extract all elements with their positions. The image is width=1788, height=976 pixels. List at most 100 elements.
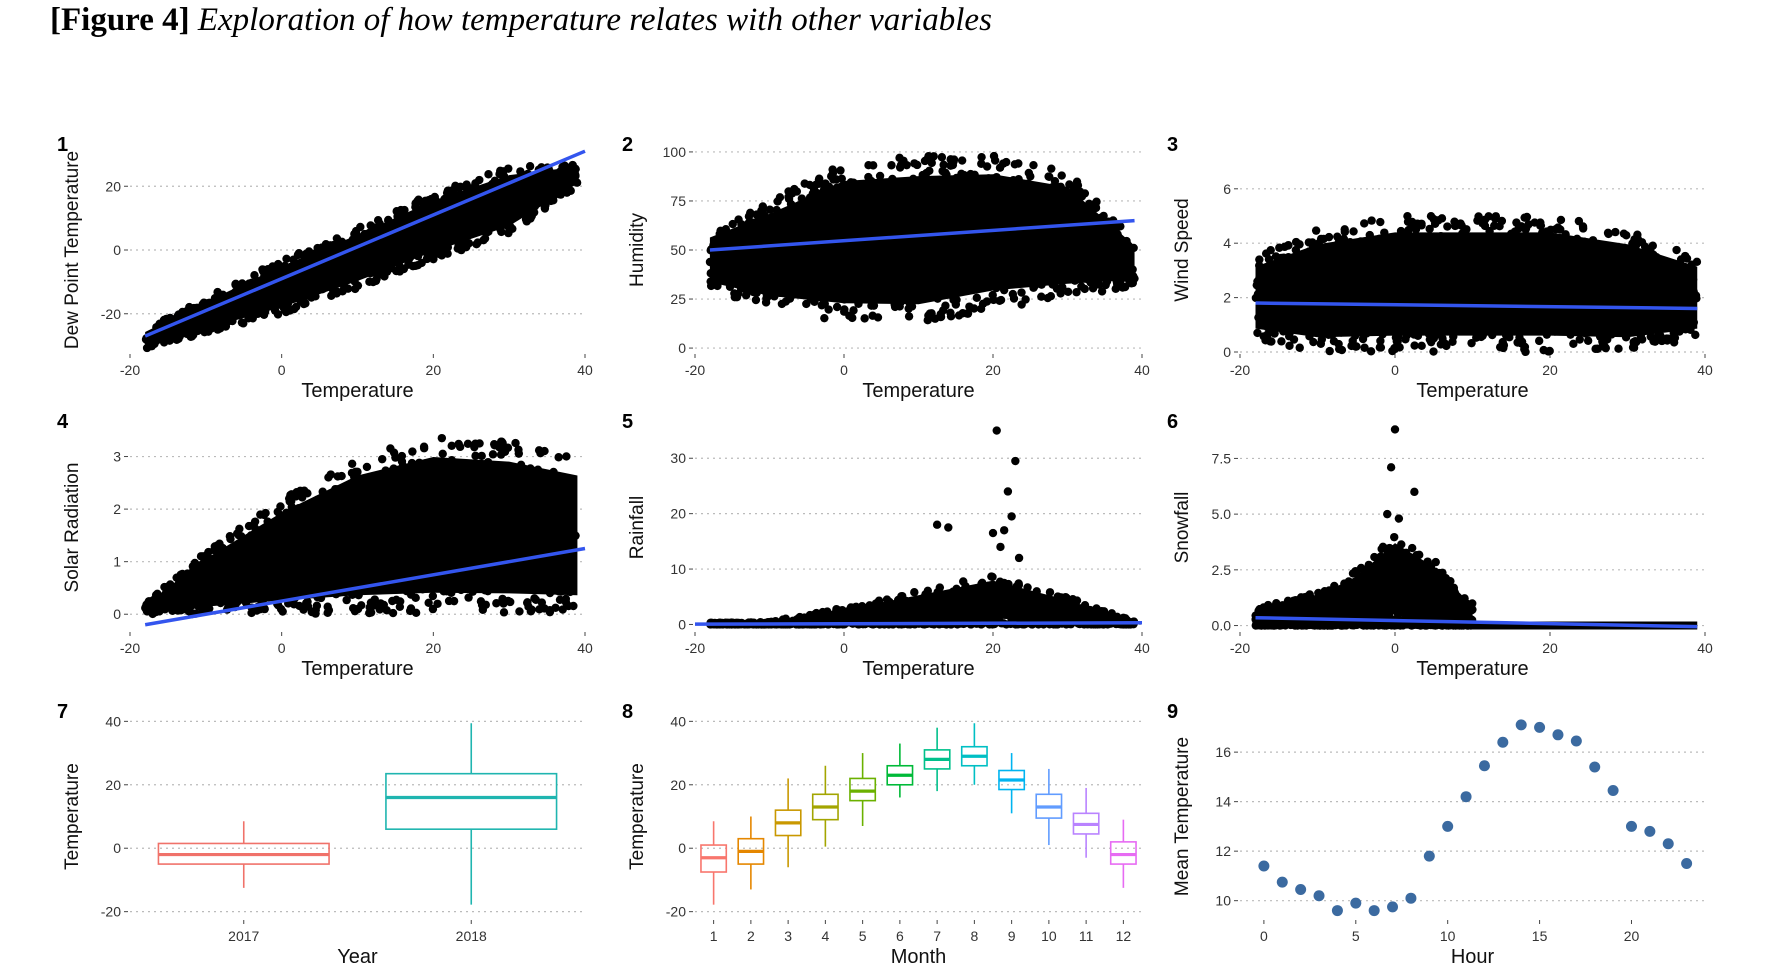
data-point [1289, 335, 1299, 344]
data-point [1057, 171, 1066, 180]
data-point [455, 183, 464, 193]
data-point [1410, 341, 1419, 350]
data-point [421, 196, 430, 206]
y-tick-label: -20 [101, 306, 121, 322]
y-tick-label: 20 [670, 506, 686, 522]
data-point [419, 444, 429, 453]
data-point [728, 219, 737, 229]
data-point [388, 608, 398, 618]
data-point [751, 295, 761, 305]
data-point [1556, 225, 1565, 234]
data-point [1063, 287, 1073, 296]
x-tick-label: -20 [120, 362, 140, 378]
data-point [304, 247, 314, 256]
data-point [273, 259, 283, 269]
data-point [1556, 215, 1566, 225]
data-point [1285, 341, 1294, 350]
data-point [946, 308, 955, 317]
outlier-point [999, 526, 1009, 535]
data-point [1376, 343, 1386, 352]
data-point [1680, 251, 1690, 261]
data-point [514, 445, 523, 454]
data-point [1329, 337, 1339, 346]
outlier-point [1007, 512, 1016, 521]
y-tick-label: 0 [678, 340, 686, 356]
outlier-point [932, 520, 942, 529]
data-point [531, 595, 541, 605]
y-tick-label: 7.5 [1212, 450, 1232, 466]
data-point [828, 165, 837, 174]
data-point [1491, 214, 1500, 223]
outlier-point [1014, 553, 1024, 563]
data-point [1536, 221, 1545, 230]
data-point [470, 442, 479, 452]
data-point [353, 604, 363, 614]
data-point [1467, 338, 1476, 348]
data-point [927, 309, 936, 318]
data-point [978, 299, 988, 308]
data-point [1045, 588, 1055, 597]
data-point [730, 289, 739, 298]
data-point [1376, 336, 1385, 346]
data-point [1403, 211, 1412, 221]
data-point [339, 284, 349, 293]
data-point [1534, 336, 1544, 346]
y-tick-label: 100 [663, 144, 687, 160]
data-point [996, 295, 1006, 305]
data-point [1407, 217, 1417, 227]
data-point [1014, 579, 1023, 588]
x-tick-label: -20 [120, 640, 140, 656]
data-point [895, 302, 904, 311]
data-point [962, 309, 972, 318]
data-point [1393, 337, 1402, 346]
data-point [1024, 168, 1034, 178]
data-point [252, 606, 262, 615]
y-tick-label: 0 [113, 242, 121, 258]
data-point [1261, 249, 1271, 258]
data-point [1611, 227, 1620, 237]
data-point [957, 156, 967, 165]
data-point [1425, 224, 1434, 234]
data-point [946, 155, 955, 164]
data-point [1473, 216, 1482, 225]
data-point [534, 446, 544, 455]
data-point [296, 486, 305, 496]
data-point [366, 608, 376, 617]
data-point [472, 239, 481, 249]
data-point [458, 243, 467, 253]
data-point [899, 156, 908, 165]
x-tick-label: 0 [840, 640, 848, 656]
data-point [527, 211, 536, 221]
data-point [488, 450, 498, 459]
data-point [471, 451, 480, 461]
data-point [284, 494, 294, 503]
y-axis-title: Wind Speed [1172, 198, 1193, 302]
data-point [326, 470, 335, 479]
data-point [1253, 328, 1262, 338]
data-point [1575, 335, 1584, 344]
data-point [391, 453, 400, 462]
x-tick-label: 20 [985, 640, 1001, 656]
y-tick-label: 5.0 [1212, 506, 1232, 522]
data-point [1092, 197, 1101, 206]
x-tick-label: 0 [278, 640, 286, 656]
data-point [977, 152, 986, 162]
y-axis-title: Snowfall [1172, 492, 1193, 564]
data-point [525, 162, 535, 171]
data-point [554, 453, 563, 462]
x-tick-label: -20 [1230, 362, 1250, 378]
data-point [396, 205, 406, 215]
data-point [922, 168, 931, 178]
data-point [1630, 235, 1639, 244]
data-point [910, 588, 919, 597]
y-tick-label: 6 [1223, 181, 1231, 197]
data-point [250, 271, 259, 280]
x-tick-label: 40 [1134, 362, 1150, 378]
data-point [1080, 284, 1089, 294]
data-point [408, 447, 417, 456]
x-tick-label: 40 [577, 640, 593, 656]
data-point [773, 197, 782, 206]
data-point [1358, 334, 1368, 344]
data-point [298, 493, 307, 502]
